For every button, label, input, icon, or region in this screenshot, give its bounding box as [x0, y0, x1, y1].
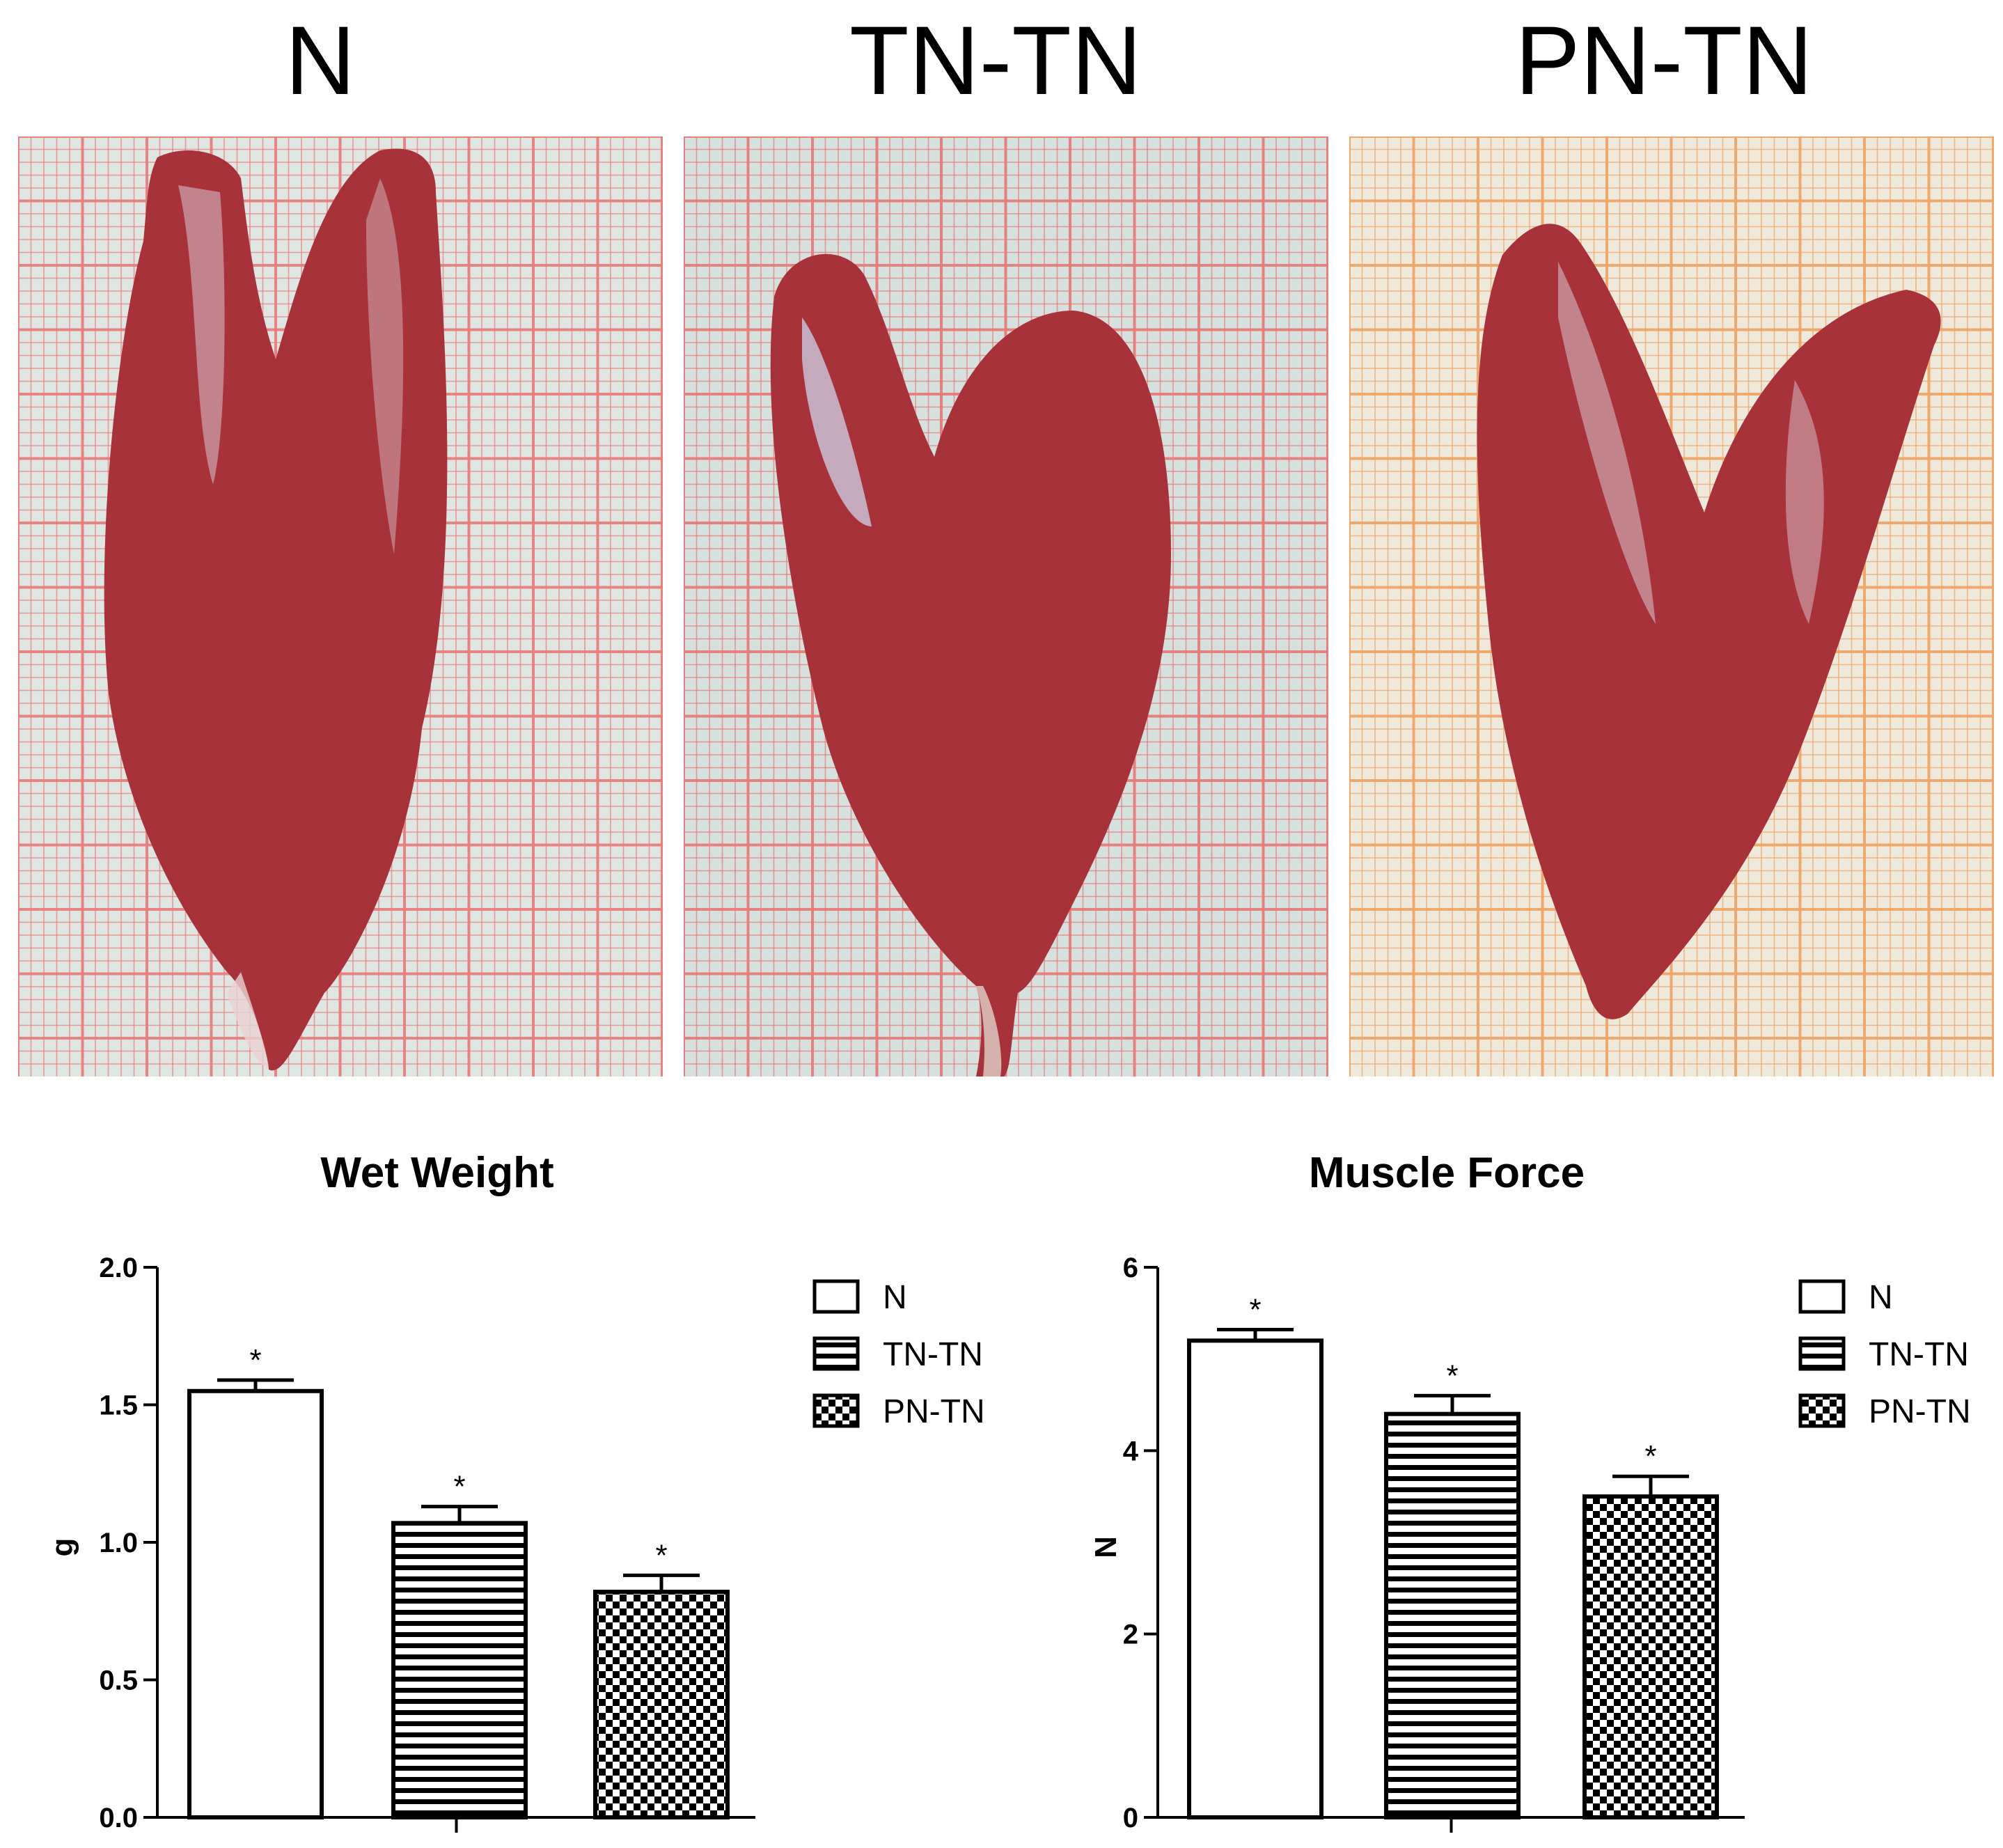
- legend-swatch: [1798, 1279, 1846, 1314]
- bar-n: [187, 1388, 324, 1819]
- y-axis-label: g: [45, 1538, 79, 1557]
- photo-tn-tn-muscle: [684, 136, 1328, 1076]
- legend-label: N: [1869, 1279, 1893, 1316]
- muscle-specimen: [770, 253, 1171, 1076]
- y-tick-label: 2: [1123, 1620, 1138, 1650]
- significance-star: *: [1644, 1439, 1656, 1473]
- y-tick-label: 0: [1123, 1803, 1138, 1833]
- chart-wet-weight: Wet Weight g 0.0 0.5 1.0 1.5 2.0 * * * N TN-TN P…: [0, 1142, 1001, 1848]
- muscle-specimen: [104, 148, 448, 1071]
- y-tick-label: 1.5: [99, 1391, 138, 1421]
- y-tick-label: 2.0: [99, 1253, 138, 1283]
- significance-star: *: [453, 1470, 465, 1504]
- y-tick-label: 6: [1123, 1253, 1138, 1283]
- legend-swatch: [812, 1393, 860, 1428]
- bar-tn-tn: [391, 1521, 528, 1819]
- y-tick-label: 0.0: [99, 1803, 138, 1833]
- y-tick-label: 0.5: [99, 1666, 138, 1696]
- chart-title: Muscle Force: [1309, 1149, 1585, 1197]
- bar-pn-tn: [593, 1590, 730, 1819]
- bar-n: [1187, 1338, 1323, 1820]
- chart-title: Wet Weight: [320, 1149, 553, 1197]
- y-axis-label: N: [1089, 1536, 1123, 1558]
- y-tick-label: 1.0: [99, 1528, 138, 1558]
- photo-n-muscle: [18, 136, 663, 1076]
- panel-title-pn-tn: PN-TN: [1515, 6, 1813, 115]
- significance-star: *: [249, 1343, 261, 1377]
- legend-swatch: [1798, 1336, 1846, 1371]
- legend-label: PN-TN: [883, 1393, 985, 1430]
- panel-title-n: N: [285, 6, 356, 115]
- legend-swatch: [1798, 1393, 1846, 1428]
- legend-label: TN-TN: [1869, 1336, 1969, 1373]
- chart-muscle-force: Muscle Force N 0 2 4 6 * * * N TN-TN PN-TN: [1001, 1142, 2003, 1848]
- bar-tn-tn: [1384, 1411, 1521, 1819]
- bar-pn-tn: [1582, 1494, 1719, 1819]
- legend-label: TN-TN: [883, 1336, 983, 1373]
- y-tick-label: 4: [1123, 1436, 1139, 1466]
- significance-star: *: [1249, 1293, 1261, 1327]
- legend-label: N: [883, 1279, 907, 1316]
- photo-pn-tn-muscle: [1349, 136, 1994, 1076]
- bars: * * *: [1187, 1293, 1719, 1820]
- legend-label: PN-TN: [1869, 1393, 1971, 1430]
- significance-star: *: [655, 1538, 667, 1572]
- legend: N TN-TN PN-TN: [812, 1279, 985, 1430]
- panel-title-tn-tn: TN-TN: [849, 6, 1142, 115]
- significance-star: *: [1446, 1358, 1458, 1393]
- legend: N TN-TN PN-TN: [1798, 1279, 1971, 1430]
- bars: * * *: [187, 1343, 730, 1819]
- legend-swatch: [812, 1336, 860, 1371]
- legend-swatch: [812, 1279, 860, 1314]
